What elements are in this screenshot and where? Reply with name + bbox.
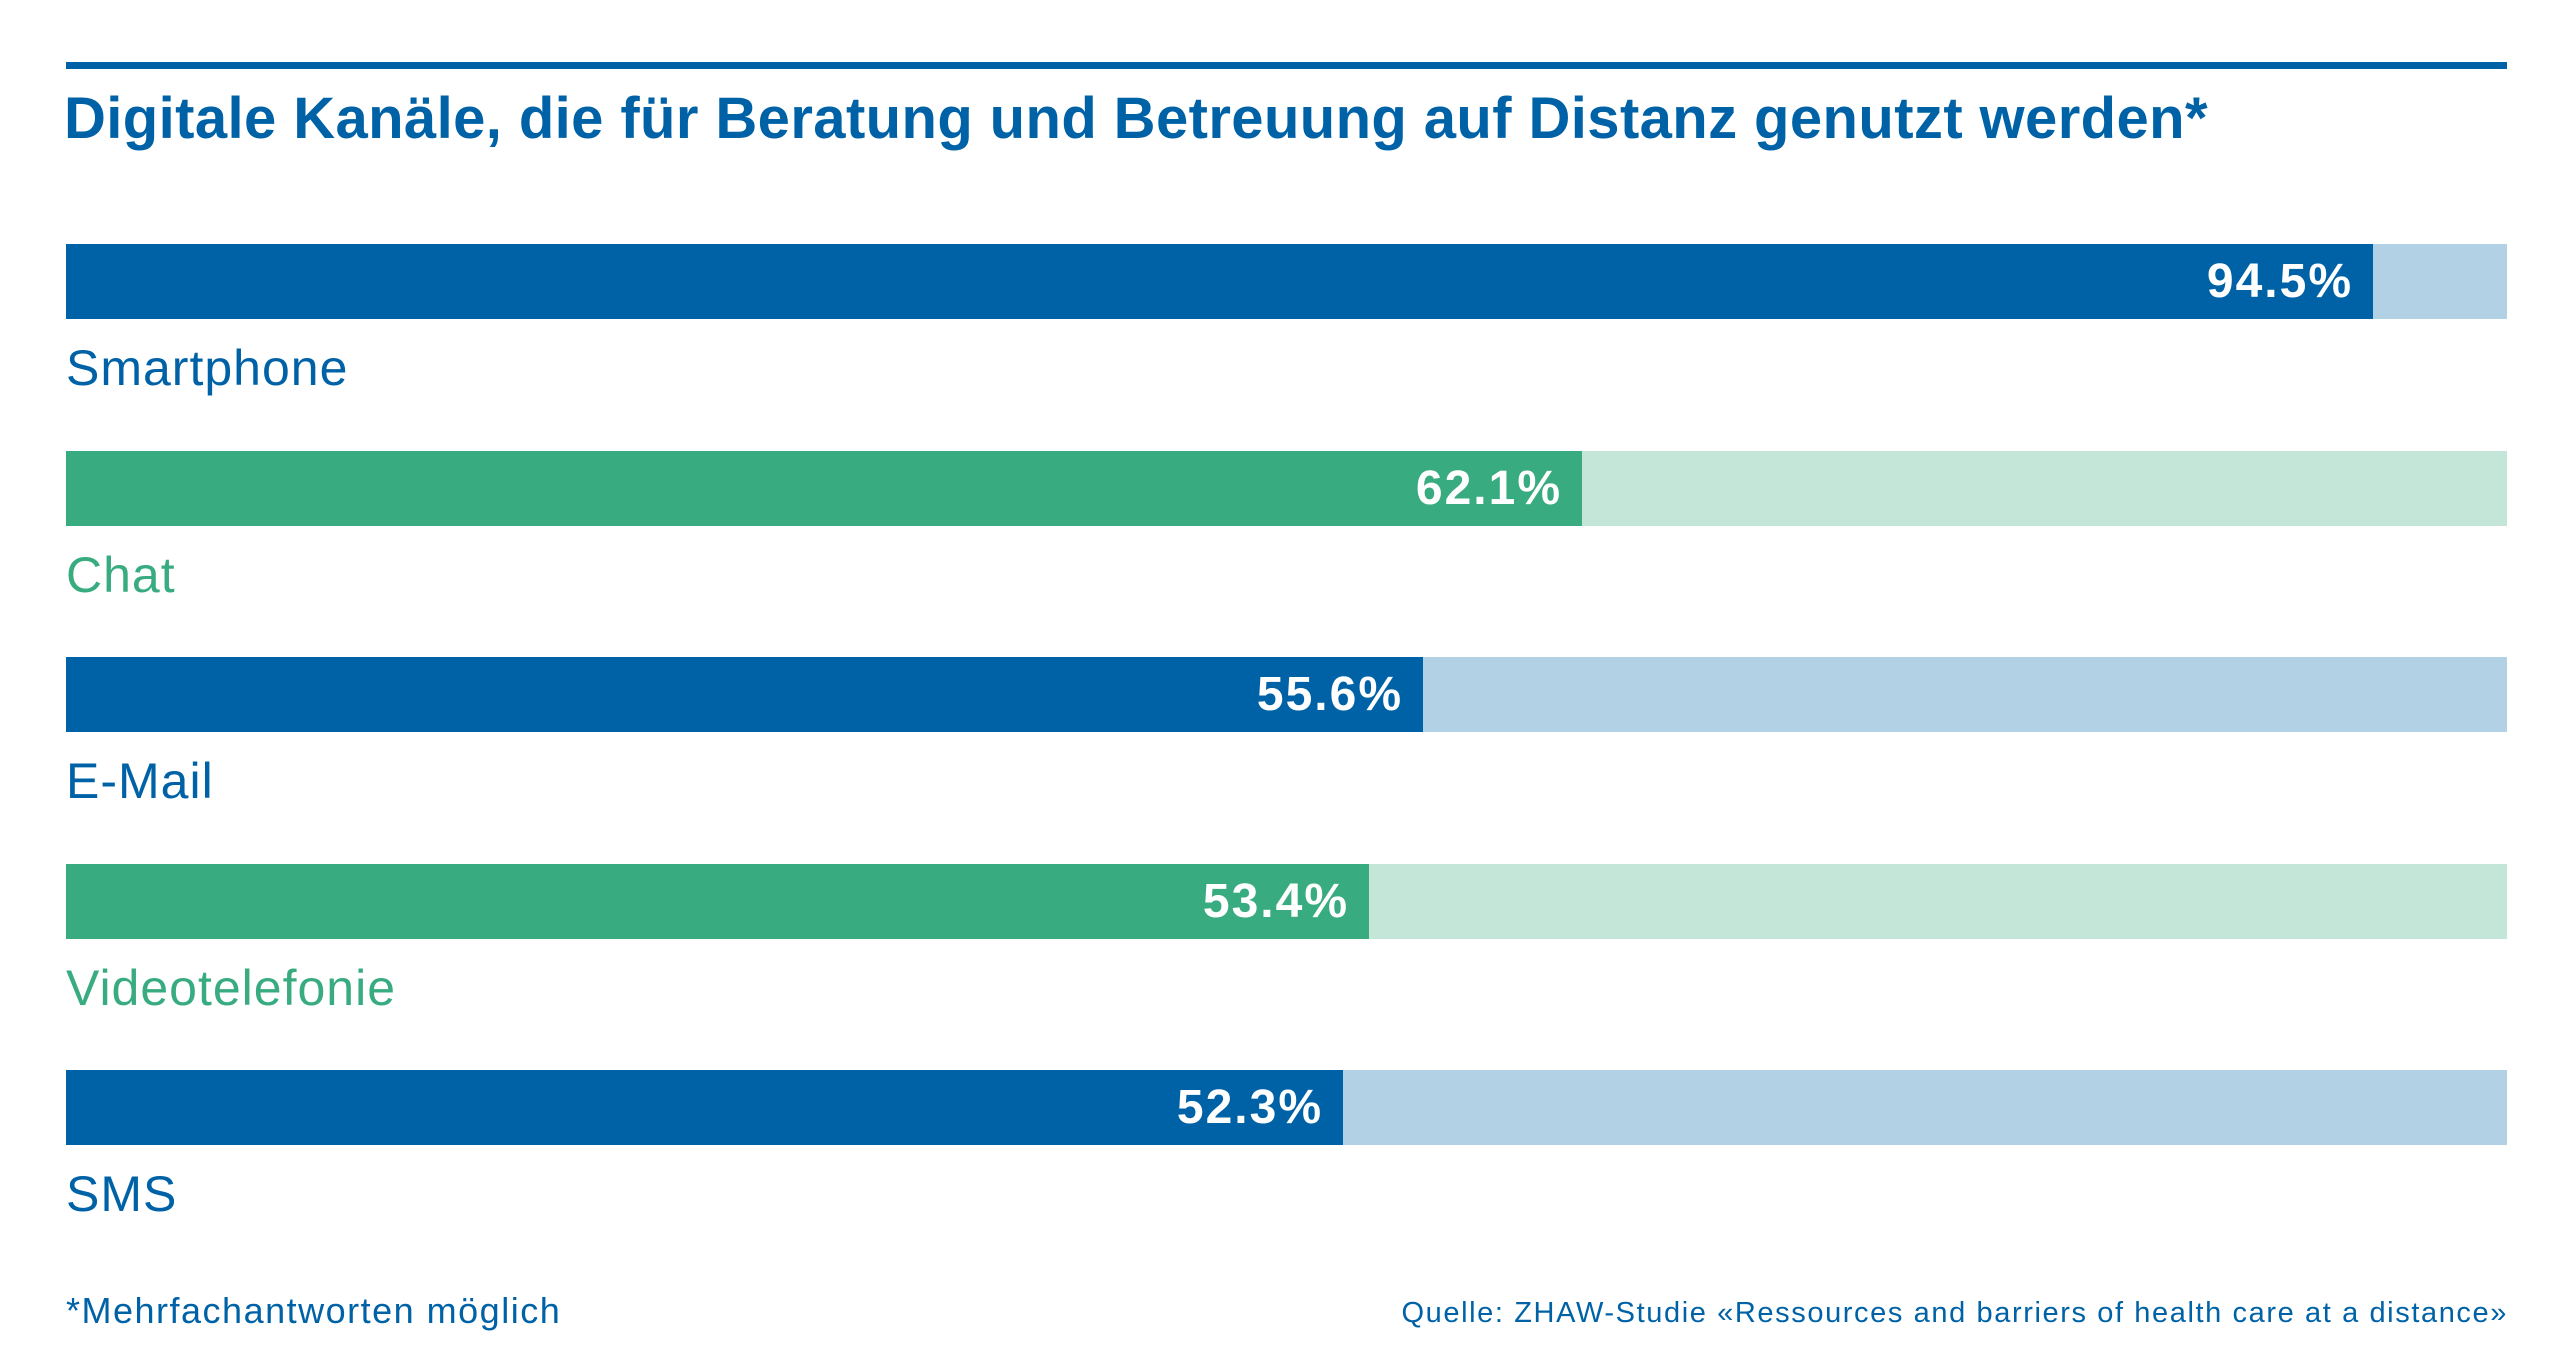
chart-title: Digitale Kanäle, die für Beratung und Be…	[64, 86, 2208, 151]
footnote: *Mehrfachantworten möglich	[66, 1290, 562, 1331]
bar	[66, 863, 1369, 939]
source-note: Quelle: ZHAW-Studie «Ressources and barr…	[1401, 1297, 2508, 1329]
bar-value-label: 52.3%	[1176, 1081, 1323, 1134]
bar-value-label: 55.6%	[1256, 668, 1403, 721]
top-rule	[66, 62, 2507, 69]
category-label: E-Mail	[66, 753, 214, 809]
bar	[66, 450, 1582, 526]
bar	[66, 244, 2373, 319]
bar	[66, 1070, 1343, 1145]
bar-value-label: 94.5%	[2206, 255, 2353, 308]
bar	[66, 657, 1423, 732]
category-label: Smartphone	[66, 340, 349, 396]
bar-value-label: 62.1%	[1415, 461, 1562, 515]
category-label: Videotelefonie	[66, 959, 397, 1016]
bar-value-label: 53.4%	[1202, 874, 1349, 928]
category-label: Chat	[66, 546, 176, 603]
category-label: SMS	[66, 1166, 178, 1222]
bar-chart: 94.5% Smartphone 62.1% Chat 55.6% E-Mail 53.4%…	[66, 0, 2507, 1300]
